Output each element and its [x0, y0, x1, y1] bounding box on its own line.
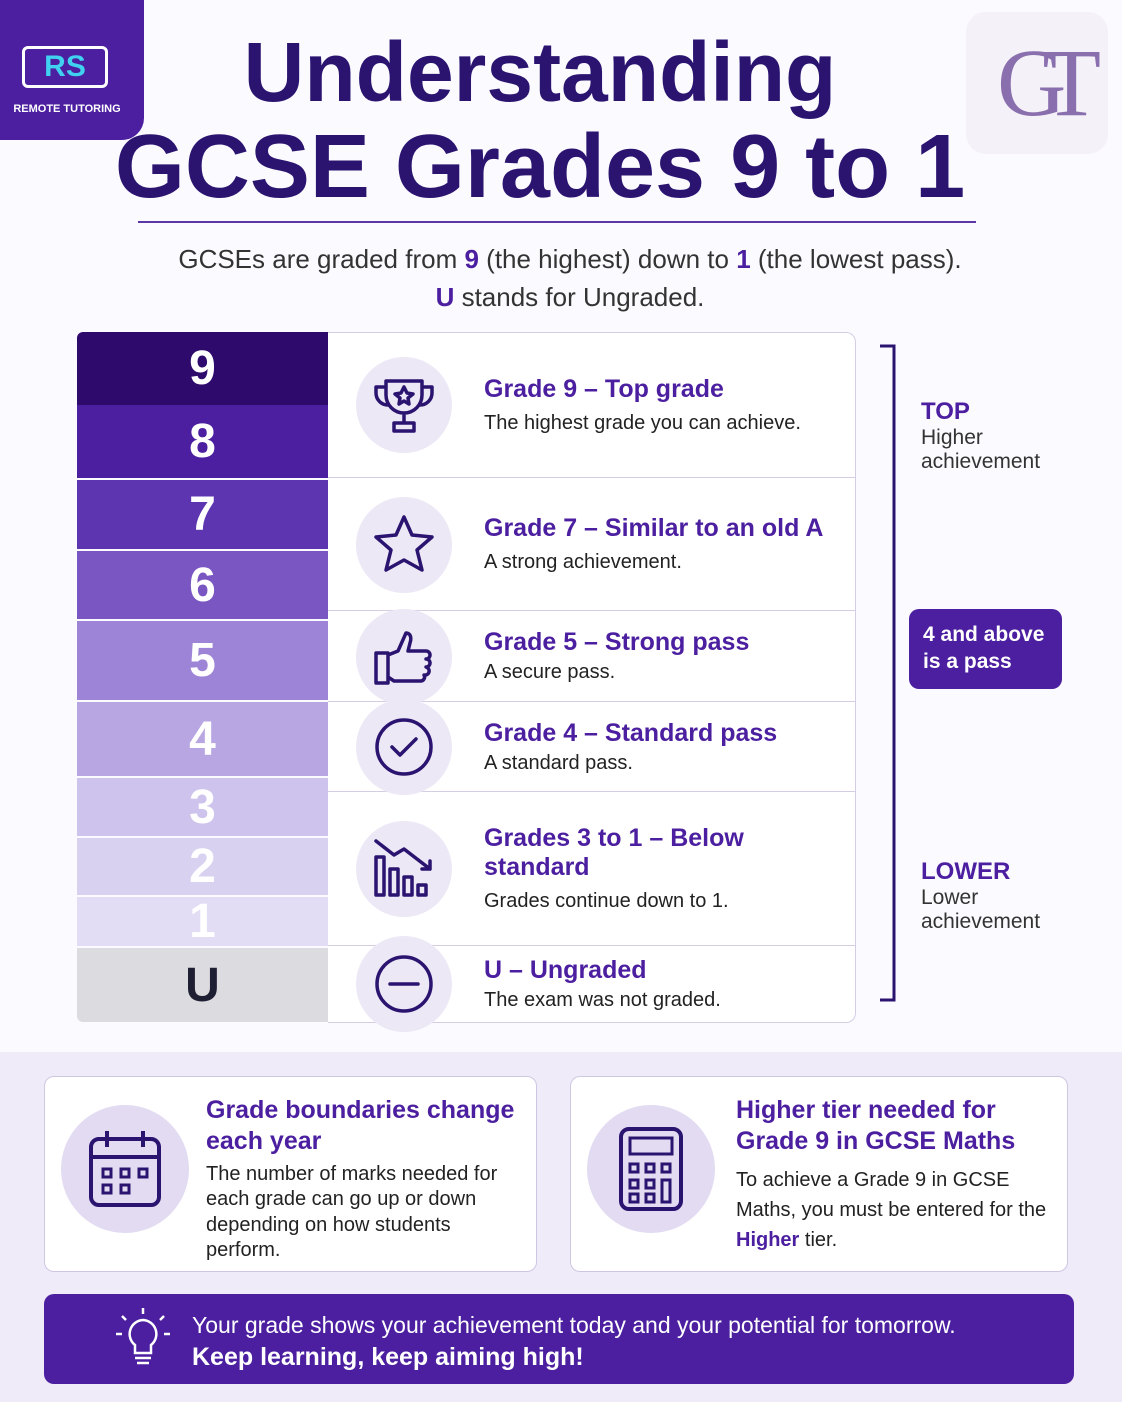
icon	[374, 514, 434, 572]
title-line: Understanding	[243, 25, 837, 119]
logo: RS REMOTE TUTORING	[0, 0, 144, 140]
text-run: The number of marks needed for each grad…	[206, 1163, 498, 1262]
title-line: GCSE Grades 9 to 1	[114, 117, 966, 217]
highlight: 1	[736, 244, 751, 274]
grade-cell: 7	[77, 480, 328, 549]
grade-cell: 4	[77, 702, 328, 776]
divider	[138, 221, 976, 223]
brand-mark: GT	[966, 12, 1108, 154]
row-text: U – Ungraded The exam was not graded.	[484, 956, 721, 1012]
info-card: Grade boundaries change each year The nu…	[44, 1076, 537, 1272]
footer-line: Your grade shows your achievement today …	[192, 1312, 956, 1338]
icon	[374, 630, 432, 685]
row-title: Grades 3 to 1 – Below standard	[484, 824, 744, 881]
row-description: A standard pass.	[484, 751, 633, 774]
card-body: To achieve a Grade 9 in GCSE Maths, you …	[736, 1165, 1056, 1255]
row-icon	[356, 496, 452, 593]
footer-line: Keep learning, keep aiming high!	[192, 1343, 584, 1371]
grade-cell: 3	[77, 778, 328, 836]
highlight: U	[435, 282, 455, 312]
grade-cell: 9	[77, 332, 328, 405]
row-icon	[356, 936, 452, 1032]
lower-note: LOWER Lower achievement	[921, 858, 1061, 934]
logo-initials: RS	[22, 46, 108, 88]
row-icon	[356, 357, 452, 453]
row-description: A strong achievement.	[484, 551, 682, 573]
text-run: GCSEs are graded from	[178, 244, 465, 274]
highlight: Higher	[736, 1229, 800, 1251]
top-label: TOP	[921, 398, 970, 425]
row-text: Grade 9 – Top grade The highest grade you…	[484, 375, 801, 435]
row-title: U – Ungraded	[484, 956, 647, 984]
icon	[374, 839, 432, 897]
grade-cell: U	[77, 948, 328, 1022]
row-title: Grade 7 – Similar to an old A	[484, 514, 824, 542]
text-run: (the highest) down to	[478, 244, 737, 274]
row-title: Grade 4 – Standard pass	[484, 718, 778, 747]
icon	[375, 718, 433, 776]
row-title: Grade 5 – Strong pass	[484, 628, 750, 656]
grade-cell: 6	[77, 551, 328, 619]
pass-badge: 4 and above is a pass	[909, 609, 1062, 689]
row-description: Grades continue down to 1.	[484, 890, 729, 912]
grade-cell: 8	[77, 405, 328, 478]
card-title: Higher tier needed for Grade 9 in GCSE M…	[736, 1096, 1016, 1155]
bulb-icon	[116, 1308, 170, 1365]
row-description: The highest grade you can achieve.	[484, 411, 801, 434]
grade-cell: 2	[77, 838, 328, 895]
row-description: The exam was not graded.	[484, 989, 721, 1011]
grade-row: Grade 7 – Similar to an old A A strong ac…	[328, 478, 856, 611]
row-text: Grade 7 – Similar to an old A A strong ac…	[484, 514, 823, 574]
calculator-icon	[587, 1105, 715, 1233]
icon	[375, 955, 433, 1013]
footer-banner: Your grade shows your achievement today …	[44, 1294, 1074, 1384]
card-title: Grade boundaries change each year	[206, 1096, 515, 1155]
intro-line: U stands for Ungraded.	[100, 282, 1040, 313]
grade-row: U – Ungraded The exam was not graded.	[328, 936, 856, 1032]
intro-line: GCSEs are graded from 9 (the highest) do…	[100, 244, 1040, 275]
grade-cell: 5	[77, 621, 328, 700]
bracket	[880, 344, 896, 1002]
logo-caption: REMOTE TUTORING	[13, 103, 121, 115]
row-icon	[356, 608, 452, 705]
grade-cell: 1	[77, 895, 328, 948]
grade-row: Grade 9 – Top grade The highest grade you…	[328, 332, 856, 478]
lower-text: Lower achievement	[921, 886, 1041, 933]
info-card: Higher tier needed for Grade 9 in GCSE M…	[570, 1076, 1068, 1272]
text-run: stands for Ungraded.	[454, 282, 705, 312]
row-icon	[356, 821, 452, 917]
row-description: A secure pass.	[484, 661, 616, 683]
row-text: Grades 3 to 1 – Below standard Grades con…	[484, 824, 856, 913]
lower-label: LOWER	[921, 858, 1011, 885]
row-title: Grade 9 – Top grade	[484, 374, 724, 403]
grade-row: Grade 4 – Standard pass A standard pass.	[328, 699, 856, 795]
row-text: Grade 4 – Standard pass A standard pass.	[484, 719, 777, 775]
grade-row: Grade 5 – Strong pass A secure pass.	[328, 608, 856, 705]
calendar-icon	[61, 1105, 189, 1233]
top-text: Higher achievement	[921, 426, 1041, 473]
text-run: To achieve a Grade 9 in GCSE Maths, you …	[736, 1169, 1047, 1221]
top-note: TOP Higher achievement	[921, 398, 1061, 474]
grade-row: Grades 3 to 1 – Below standard Grades con…	[328, 792, 856, 946]
text-run: tier.	[799, 1229, 838, 1251]
highlight: 9	[464, 244, 479, 274]
card-body: The number of marks needed for each grad…	[206, 1162, 516, 1264]
row-icon	[356, 699, 452, 795]
icon	[374, 379, 434, 433]
row-text: Grade 5 – Strong pass A secure pass.	[484, 628, 749, 684]
text-run: (the lowest pass).	[750, 244, 962, 274]
